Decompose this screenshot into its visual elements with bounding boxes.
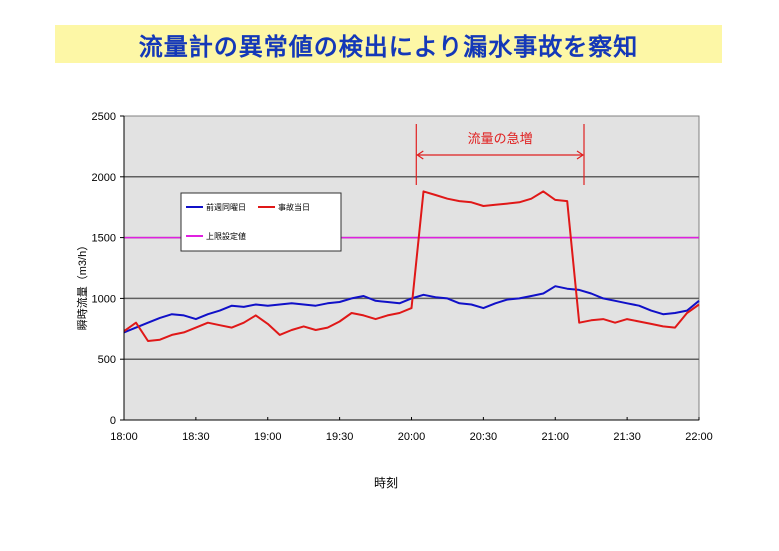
page-title: 流量計の異常値の検出により漏水事故を察知 (138, 32, 639, 61)
y-axis-title: 瞬時流量（m3/h） (75, 240, 89, 330)
x-tick-label: 20:00 (398, 431, 426, 443)
plot-area (123, 115, 700, 421)
x-tick-label: 20:30 (470, 431, 498, 443)
y-tick-label: 1500 (92, 233, 116, 245)
y-tick-label: 1000 (92, 293, 116, 305)
y-tick-label: 500 (98, 354, 116, 366)
y-tick-label: 2000 (92, 172, 116, 184)
annotation-label: 流量の急増 (468, 132, 533, 147)
x-tick-label: 18:30 (182, 431, 210, 443)
x-tick-label: 22:00 (685, 431, 713, 443)
legend-item: 事故当日 (278, 202, 310, 212)
annotation-surge: 流量の急増 (415, 124, 585, 185)
legend-item: 上限設定値 (206, 231, 246, 241)
y-axis-ticks: 0 500 1000 1500 2000 2500 (92, 111, 124, 427)
x-tick-label: 21:30 (613, 431, 641, 443)
x-axis-ticks: 18:00 18:30 19:00 19:30 20:00 20:30 21:00 21:30… (110, 417, 713, 443)
legend-item: 前週同曜日 (206, 202, 246, 212)
y-tick-label: 0 (110, 415, 116, 427)
x-axis-title: 時刻 (374, 476, 399, 490)
x-tick-label: 18:00 (110, 431, 138, 443)
title-banner: 流量計の異常値の検出により漏水事故を察知 (55, 25, 722, 63)
y-tick-label: 2500 (92, 111, 116, 123)
x-tick-label: 19:30 (326, 431, 354, 443)
x-tick-label: 19:00 (254, 431, 282, 443)
series-line-1 (123, 190, 700, 342)
x-tick-label: 21:00 (541, 431, 569, 443)
